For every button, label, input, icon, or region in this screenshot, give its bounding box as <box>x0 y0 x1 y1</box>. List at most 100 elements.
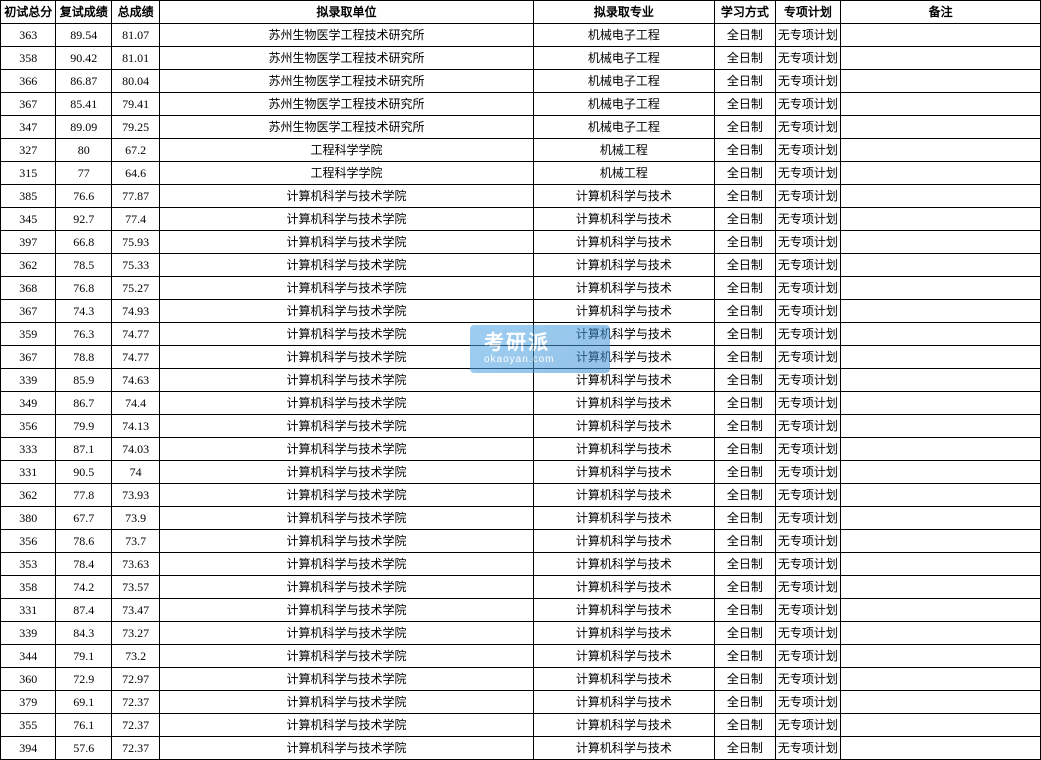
header-row: 初试总分 复试成绩 总成绩 拟录取单位 拟录取专业 学习方式 专项计划 备注 <box>1 1 1041 24</box>
table-row: 39457.672.37计算机科学与技术学院计算机科学与技术全日制无专项计划 <box>1 737 1041 760</box>
table-row: 36277.873.93计算机科学与技术学院计算机科学与技术全日制无专项计划 <box>1 484 1041 507</box>
cell-remark <box>841 93 1041 116</box>
cell-major: 计算机科学与技术 <box>533 185 715 208</box>
cell-study-mode: 全日制 <box>715 47 776 70</box>
cell-unit: 计算机科学与技术学院 <box>160 369 533 392</box>
cell-study-mode: 全日制 <box>715 139 776 162</box>
col-header-study-mode: 学习方式 <box>715 1 776 24</box>
cell-unit: 计算机科学与技术学院 <box>160 254 533 277</box>
cell-unit: 计算机科学与技术学院 <box>160 185 533 208</box>
cell-major: 计算机科学与技术 <box>533 323 715 346</box>
cell-major: 计算机科学与技术 <box>533 438 715 461</box>
cell-total-score: 74.13 <box>111 415 159 438</box>
cell-major: 机械电子工程 <box>533 116 715 139</box>
cell-special-plan: 无专项计划 <box>775 576 841 599</box>
cell-study-mode: 全日制 <box>715 24 776 47</box>
cell-initial-score: 359 <box>1 323 56 346</box>
cell-total-score: 72.37 <box>111 737 159 760</box>
cell-major: 计算机科学与技术 <box>533 208 715 231</box>
cell-unit: 工程科学学院 <box>160 139 533 162</box>
cell-retest-score: 76.1 <box>56 714 111 737</box>
cell-major: 计算机科学与技术 <box>533 714 715 737</box>
cell-initial-score: 360 <box>1 668 56 691</box>
cell-major: 计算机科学与技术 <box>533 530 715 553</box>
cell-total-score: 73.2 <box>111 645 159 668</box>
cell-major: 计算机科学与技术 <box>533 576 715 599</box>
cell-total-score: 72.37 <box>111 714 159 737</box>
cell-unit: 工程科学学院 <box>160 162 533 185</box>
cell-special-plan: 无专项计划 <box>775 461 841 484</box>
table-row: 34479.173.2计算机科学与技术学院计算机科学与技术全日制无专项计划 <box>1 645 1041 668</box>
cell-special-plan: 无专项计划 <box>775 162 841 185</box>
cell-special-plan: 无专项计划 <box>775 231 841 254</box>
cell-initial-score: 394 <box>1 737 56 760</box>
cell-special-plan: 无专项计划 <box>775 208 841 231</box>
cell-retest-score: 76.8 <box>56 277 111 300</box>
cell-remark <box>841 576 1041 599</box>
cell-major: 计算机科学与技术 <box>533 346 715 369</box>
cell-major: 计算机科学与技术 <box>533 622 715 645</box>
cell-initial-score: 362 <box>1 484 56 507</box>
cell-unit: 苏州生物医学工程技术研究所 <box>160 47 533 70</box>
cell-unit: 计算机科学与技术学院 <box>160 208 533 231</box>
cell-unit: 苏州生物医学工程技术研究所 <box>160 93 533 116</box>
table-row: 33387.174.03计算机科学与技术学院计算机科学与技术全日制无专项计划 <box>1 438 1041 461</box>
cell-study-mode: 全日制 <box>715 116 776 139</box>
cell-total-score: 74.4 <box>111 392 159 415</box>
cell-total-score: 75.33 <box>111 254 159 277</box>
cell-unit: 计算机科学与技术学院 <box>160 691 533 714</box>
cell-initial-score: 347 <box>1 116 56 139</box>
cell-major: 机械电子工程 <box>533 47 715 70</box>
table-row: 38576.677.87计算机科学与技术学院计算机科学与技术全日制无专项计划 <box>1 185 1041 208</box>
cell-special-plan: 无专项计划 <box>775 277 841 300</box>
cell-retest-score: 66.8 <box>56 231 111 254</box>
cell-study-mode: 全日制 <box>715 231 776 254</box>
cell-unit: 计算机科学与技术学院 <box>160 553 533 576</box>
cell-initial-score: 368 <box>1 277 56 300</box>
cell-special-plan: 无专项计划 <box>775 645 841 668</box>
cell-total-score: 77.87 <box>111 185 159 208</box>
cell-total-score: 79.41 <box>111 93 159 116</box>
cell-special-plan: 无专项计划 <box>775 254 841 277</box>
cell-remark <box>841 162 1041 185</box>
cell-major: 计算机科学与技术 <box>533 507 715 530</box>
table-row: 36072.972.97计算机科学与技术学院计算机科学与技术全日制无专项计划 <box>1 668 1041 691</box>
cell-major: 计算机科学与技术 <box>533 231 715 254</box>
cell-remark <box>841 323 1041 346</box>
cell-unit: 计算机科学与技术学院 <box>160 231 533 254</box>
table-row: 35890.4281.01苏州生物医学工程技术研究所机械电子工程全日制无专项计划 <box>1 47 1041 70</box>
table-row: 34986.774.4计算机科学与技术学院计算机科学与技术全日制无专项计划 <box>1 392 1041 415</box>
cell-unit: 苏州生物医学工程技术研究所 <box>160 70 533 93</box>
cell-initial-score: 344 <box>1 645 56 668</box>
cell-retest-score: 79.1 <box>56 645 111 668</box>
cell-special-plan: 无专项计划 <box>775 737 841 760</box>
cell-unit: 计算机科学与技术学院 <box>160 507 533 530</box>
cell-retest-score: 78.4 <box>56 553 111 576</box>
cell-total-score: 73.9 <box>111 507 159 530</box>
cell-study-mode: 全日制 <box>715 438 776 461</box>
cell-study-mode: 全日制 <box>715 622 776 645</box>
cell-retest-score: 86.87 <box>56 70 111 93</box>
cell-major: 计算机科学与技术 <box>533 300 715 323</box>
col-header-retest-score: 复试成绩 <box>56 1 111 24</box>
cell-special-plan: 无专项计划 <box>775 668 841 691</box>
cell-unit: 计算机科学与技术学院 <box>160 415 533 438</box>
cell-study-mode: 全日制 <box>715 300 776 323</box>
col-header-major: 拟录取专业 <box>533 1 715 24</box>
cell-retest-score: 87.1 <box>56 438 111 461</box>
cell-study-mode: 全日制 <box>715 530 776 553</box>
cell-total-score: 81.07 <box>111 24 159 47</box>
cell-retest-score: 84.3 <box>56 622 111 645</box>
cell-total-score: 74.77 <box>111 346 159 369</box>
table-row: 34789.0979.25苏州生物医学工程技术研究所机械电子工程全日制无专项计划 <box>1 116 1041 139</box>
cell-study-mode: 全日制 <box>715 576 776 599</box>
cell-retest-score: 57.6 <box>56 737 111 760</box>
cell-unit: 计算机科学与技术学院 <box>160 300 533 323</box>
cell-remark <box>841 70 1041 93</box>
cell-total-score: 73.27 <box>111 622 159 645</box>
cell-major: 计算机科学与技术 <box>533 484 715 507</box>
cell-unit: 计算机科学与技术学院 <box>160 622 533 645</box>
cell-total-score: 73.7 <box>111 530 159 553</box>
cell-major: 计算机科学与技术 <box>533 392 715 415</box>
cell-study-mode: 全日制 <box>715 93 776 116</box>
